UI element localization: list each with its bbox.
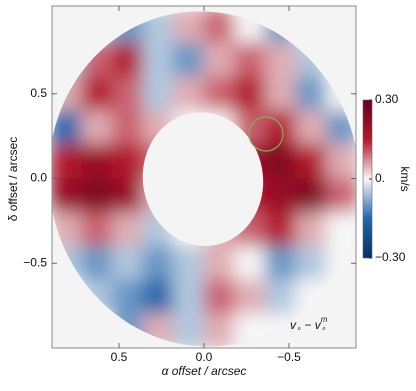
annotation-part: − v — [301, 318, 322, 332]
heat-cell — [264, 76, 297, 112]
heat-cell — [295, 110, 327, 146]
annotation: v∘ − v∘m — [290, 315, 328, 333]
annotation-part: v — [290, 318, 297, 332]
heat-cell — [111, 279, 144, 315]
colorbar-label: km/s — [398, 166, 412, 191]
heat-cell — [264, 110, 297, 146]
heat-cell — [81, 178, 113, 213]
annotation-part: m — [321, 315, 328, 324]
heat-cell — [264, 42, 297, 78]
heat-cell — [52, 144, 83, 180]
heat-cell — [81, 211, 113, 247]
heat-cell — [81, 245, 113, 281]
annotation-part: ∘ — [321, 324, 326, 333]
heat-cell — [172, 279, 205, 315]
heat-cell — [203, 42, 236, 78]
heat-cell — [264, 144, 297, 180]
y-tick-label: 0.5 — [30, 86, 47, 100]
y-axis-label: δ offset / arcsec — [6, 137, 20, 222]
heat-cell — [295, 144, 327, 180]
heat-cell — [172, 313, 205, 348]
heat-cell — [295, 211, 327, 247]
heat-cell — [142, 245, 174, 281]
heat-cell — [264, 211, 297, 247]
annotation-circle — [248, 116, 284, 152]
heat-cell — [295, 76, 327, 112]
heat-cell — [111, 42, 144, 78]
heat-cell — [203, 76, 236, 112]
y-tick-label: −0.5 — [23, 255, 47, 269]
colorbar-tick-label: −0.30 — [375, 250, 406, 264]
annotation-part: ∘ — [296, 324, 301, 333]
heat-cell — [81, 144, 113, 180]
heat-cell — [111, 245, 144, 281]
heat-cell — [142, 279, 174, 315]
heat-cell — [234, 245, 266, 281]
x-tick-label: −0.5 — [277, 350, 301, 364]
heat-cell — [264, 178, 297, 213]
heat-cell — [111, 76, 144, 112]
heat-cell — [81, 110, 113, 146]
heat-cell — [142, 76, 174, 112]
x-tick-label: 0.5 — [111, 350, 128, 364]
heat-cell — [172, 42, 205, 78]
heat-cell — [203, 279, 236, 315]
x-tick-label: 0.0 — [196, 350, 213, 364]
heat-cell — [203, 313, 236, 348]
colorbar-tick-label: 0. — [375, 171, 385, 185]
heat-cell — [172, 8, 205, 44]
heat-cell — [295, 245, 327, 281]
colorbar-tick-label: 0.30 — [375, 92, 399, 106]
heat-cell — [295, 178, 327, 213]
heat-cell — [81, 76, 113, 112]
heat-cell — [234, 76, 266, 112]
heat-cell — [325, 178, 356, 213]
x-axis-label: α offset / arcsec — [162, 364, 247, 378]
heat-cell — [264, 245, 297, 281]
heat-cell — [172, 245, 205, 281]
heat-cell — [111, 178, 144, 213]
heat-cell — [111, 144, 144, 180]
heat-cell — [52, 178, 83, 213]
heat-cell — [234, 279, 266, 315]
heat-cell — [172, 76, 205, 112]
y-tick-label: 0.0 — [30, 171, 47, 185]
heat-cell — [111, 110, 144, 146]
heat-cell — [264, 279, 297, 315]
heat-cell — [325, 144, 356, 180]
heat-cell — [142, 42, 174, 78]
heat-cell — [111, 211, 144, 247]
heat-cell — [234, 42, 266, 78]
heat-cell — [203, 245, 236, 281]
